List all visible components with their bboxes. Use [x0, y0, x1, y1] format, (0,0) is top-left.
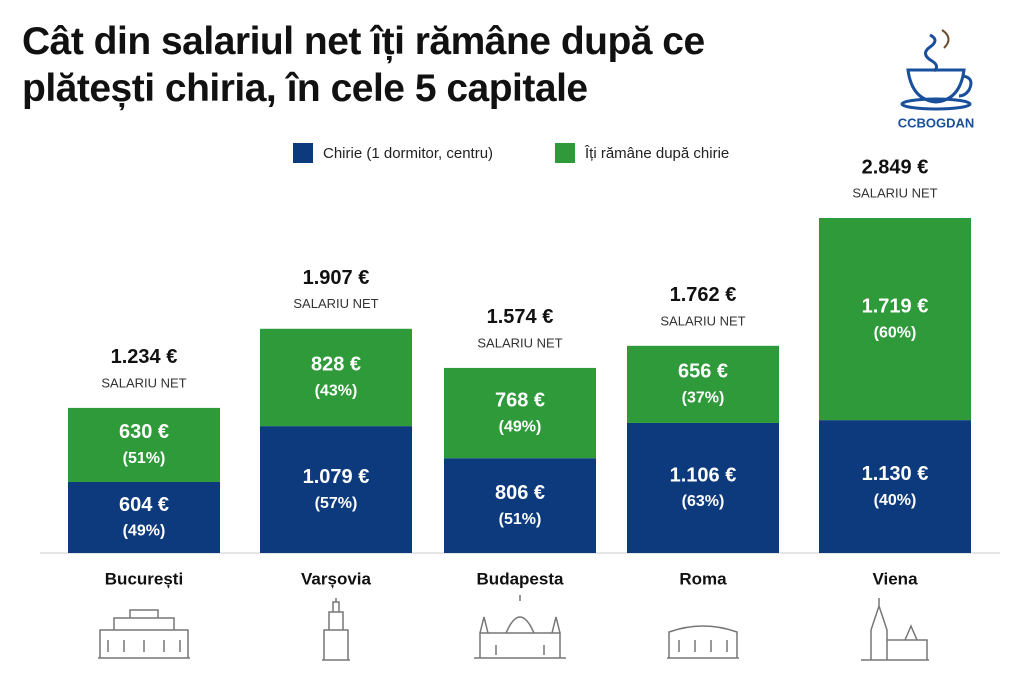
- logo: CCBOGDAN: [898, 29, 975, 130]
- share-label: (37%): [682, 390, 725, 407]
- total-caption: SALARIU NET: [101, 375, 186, 390]
- icon-outline: [474, 595, 566, 659]
- bar-segment: [627, 345, 779, 423]
- legend-swatch: [293, 143, 313, 163]
- share-label: (51%): [499, 511, 542, 528]
- landmark-icon: [667, 625, 739, 659]
- landmark-icon: [322, 598, 350, 661]
- bar-segment: [260, 328, 412, 427]
- icon-outline: [861, 598, 929, 661]
- bar-segment: [444, 458, 596, 553]
- value-label: 656 €: [678, 361, 728, 383]
- total-label: 1.234 €: [111, 346, 178, 368]
- landmark-icon: [474, 595, 566, 659]
- brand: CCBOGDAN: [898, 115, 975, 130]
- total-caption: SALARIU NET: [293, 296, 378, 311]
- bar-segment: [819, 218, 971, 421]
- category-label: Budapesta: [477, 569, 564, 588]
- legend-label: Îți rămâne după chirie: [584, 145, 729, 162]
- bar-segment: [444, 367, 596, 459]
- value-label: 828 €: [311, 354, 361, 376]
- bar-segment: [819, 420, 971, 553]
- share-label: (63%): [682, 493, 725, 510]
- category-label: Roma: [679, 569, 727, 588]
- bar-segment: [68, 481, 220, 553]
- category-label: Viena: [872, 569, 918, 588]
- share-label: (49%): [499, 418, 542, 435]
- value-label: 806 €: [495, 482, 545, 504]
- icon-outline: [322, 598, 350, 661]
- legend-label: Chirie (1 dormitor, centru): [323, 145, 493, 162]
- share-label: (60%): [874, 324, 917, 341]
- bar-segment: [627, 422, 779, 553]
- total-caption: SALARIU NET: [852, 185, 937, 200]
- category-label: Varșovia: [301, 569, 371, 588]
- bar-segment: [68, 407, 220, 482]
- value-label: 1.719 €: [862, 295, 929, 317]
- icon-outline: [667, 625, 739, 659]
- total-label: 2.849 €: [862, 156, 929, 178]
- share-label: (49%): [123, 523, 166, 540]
- landmark-icon: [98, 609, 190, 659]
- total-label: 1.574 €: [487, 306, 554, 328]
- legend-swatch: [555, 143, 575, 163]
- value-label: 1.079 €: [303, 466, 370, 488]
- share-label: (40%): [874, 492, 917, 509]
- total-label: 1.762 €: [670, 284, 737, 306]
- value-label: 768 €: [495, 389, 545, 411]
- value-label: 604 €: [119, 494, 169, 516]
- icon-outline: [98, 609, 190, 659]
- total-caption: SALARIU NET: [477, 335, 562, 350]
- value-label: 630 €: [119, 421, 169, 443]
- share-label: (57%): [315, 495, 358, 512]
- value-label: 1.106 €: [670, 464, 737, 486]
- share-label: (43%): [315, 383, 358, 400]
- total-label: 1.907 €: [303, 267, 370, 289]
- chart-title: Cât din salariul net îți rămâne după ce …: [22, 20, 705, 110]
- landmark-icon: [861, 598, 929, 661]
- category-label: București: [105, 569, 183, 588]
- total-caption: SALARIU NET: [660, 313, 745, 328]
- bar-segment: [260, 426, 412, 553]
- share-label: (51%): [123, 450, 166, 467]
- value-label: 1.130 €: [862, 463, 929, 485]
